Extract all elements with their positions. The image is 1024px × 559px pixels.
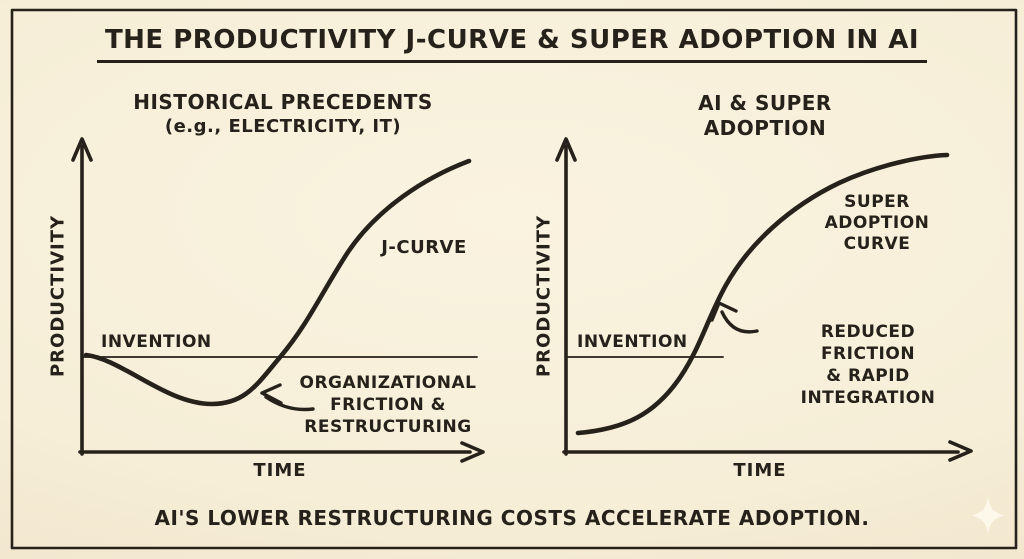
bottom-caption: AI'S LOWER RESTRUCTURING COSTS ACCELERAT… — [154, 506, 870, 530]
right-x-axis-label: TIME — [733, 460, 787, 481]
left-curve-label: J-CURVE — [381, 237, 467, 258]
left-annotation-arrowhead-icon — [260, 383, 283, 405]
left-x-axis-arrow-icon — [460, 441, 485, 463]
left-invention-label: INVENTION — [101, 332, 212, 352]
left-y-axis-arrow-icon — [71, 137, 93, 162]
left-panel-subheading: (e.g., ELECTRICITY, IT) — [164, 116, 402, 137]
left-panel-heading: HISTORICAL PRECEDENTS — [133, 90, 433, 114]
left-annotation-label: ORGANIZATIONAL FRICTION & RESTRUCTURING — [299, 373, 477, 437]
right-annotation-arrow — [720, 310, 759, 334]
right-panel-heading: AI & SUPER ADOPTION — [698, 91, 832, 140]
right-curve-label: SUPER ADOPTION CURVE — [824, 192, 930, 254]
right-y-axis-arrow-icon — [555, 137, 577, 162]
right-x-axis-arrow-icon — [948, 440, 973, 462]
right-annotation-arrowhead-icon — [710, 301, 738, 322]
left-x-axis-label: TIME — [253, 460, 307, 481]
left-j-curve-line — [83, 158, 472, 407]
right-adoption-curve-line — [575, 152, 950, 436]
right-annotation-label: REDUCED FRICTION & RAPID INTEGRATION — [800, 322, 936, 408]
right-invention-label: INVENTION — [577, 332, 688, 352]
left-annotation-arrow — [264, 395, 315, 412]
frame-border — [10, 8, 1018, 550]
page-title-text: THE PRODUCTIVITY J-CURVE & SUPER ADOPTIO… — [96, 25, 928, 63]
right-y-axis-label: PRODUCTIVITY — [533, 214, 555, 378]
page-title: THE PRODUCTIVITY J-CURVE & SUPER ADOPTIO… — [0, 25, 1024, 63]
sparkle-icon — [972, 497, 1004, 534]
left-y-axis-label: PRODUCTIVITY — [47, 214, 69, 378]
